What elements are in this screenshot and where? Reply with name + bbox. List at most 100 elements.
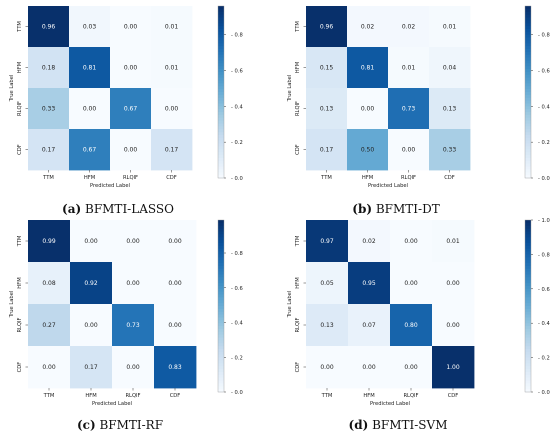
colorbar-segment	[525, 46, 531, 50]
colorbar-segment	[218, 317, 224, 321]
colorbar-frame	[217, 219, 225, 393]
colorbar-segment	[218, 254, 224, 258]
cell-value-label: 0.01	[446, 238, 460, 245]
colorbar-tick-label: - 1.0	[538, 218, 550, 224]
colorbar-tick-label: - 0.8	[231, 33, 243, 39]
y-tick-label: CDF	[17, 362, 23, 373]
colorbar-segment	[218, 49, 224, 53]
heatmap-cell	[348, 304, 391, 347]
heatmap-cell	[28, 6, 70, 48]
colorbar-segment	[525, 137, 531, 142]
colorbar-segment	[525, 117, 531, 122]
colorbar-segment	[525, 383, 531, 387]
colorbar-segment	[525, 234, 531, 238]
cell-value-label: 0.00	[126, 364, 140, 371]
cell-value-label: 0.02	[362, 238, 376, 245]
colorbar-segment	[525, 163, 531, 168]
colorbar-segment	[218, 86, 224, 90]
heatmap-cell	[388, 47, 430, 89]
x-tick-label: CDF	[444, 175, 455, 181]
colorbar-tick-label: - 0.2	[538, 140, 550, 146]
colorbar-segment	[525, 135, 531, 139]
colorbar-segment	[218, 383, 224, 387]
colorbar-segment	[525, 57, 531, 61]
panel-3: 0.99 0.00 0.00 0.00 0.08 0.92 0.00 0.00 0.27 0.00…	[9, 219, 243, 432]
colorbar-segment	[525, 146, 531, 150]
colorbar-tick-label: - 0.4	[231, 321, 243, 327]
colorbar-tick-label: - 0.4	[538, 104, 550, 110]
colorbar-segment	[218, 260, 224, 264]
colorbar-segment	[218, 137, 224, 142]
colorbar-segment	[525, 37, 531, 41]
panel-1: 0.96 0.03 0.00 0.01 0.18 0.81 0.00 0.01 0.33 0.00…	[9, 5, 243, 216]
colorbar-tick-label: - 0.6	[538, 287, 550, 293]
colorbar-tick-label: - 0.4	[538, 321, 550, 327]
panel-caption: (c) BFMTI-RF	[77, 418, 163, 432]
colorbar-tick-label: - 0.2	[231, 355, 243, 361]
x-tick-label: CDF	[166, 175, 177, 181]
heatmap-cell	[110, 6, 152, 48]
cell-value-label: 0.00	[126, 280, 140, 287]
colorbar-segment	[525, 157, 531, 162]
y-tick-label: RLQIF	[295, 317, 301, 332]
heatmap-cell	[390, 262, 433, 305]
heatmap-cell	[110, 47, 152, 89]
heatmap-cell	[306, 304, 349, 347]
colorbar-tick-label: - 0.2	[231, 140, 243, 146]
colorbar-segment	[525, 34, 531, 39]
colorbar-segment	[525, 97, 531, 102]
colorbar-tick-label: - 0.8	[231, 251, 243, 257]
colorbar-segment	[218, 251, 224, 255]
cell-value-label: 0.00	[404, 364, 418, 371]
cell-value-label: 0.01	[165, 65, 179, 72]
cell-value-label: 0.00	[124, 24, 138, 31]
heatmap-cell	[390, 346, 433, 389]
colorbar-segment	[218, 326, 224, 330]
cell-value-label: 0.81	[361, 65, 375, 72]
heatmap-cell	[112, 346, 155, 389]
cell-value-label: 0.50	[361, 147, 375, 154]
colorbar-segment	[218, 369, 224, 373]
heatmap-cell	[306, 6, 348, 48]
heatmap-cell	[112, 304, 155, 347]
colorbar-segment	[525, 248, 531, 253]
x-tick-label: HFM	[85, 393, 96, 399]
colorbar-segment	[525, 328, 531, 333]
cell-value-label: 0.00	[83, 106, 97, 113]
y-tick-label: TTM	[17, 21, 23, 33]
colorbar-segment	[218, 112, 224, 116]
colorbar-segment	[525, 129, 531, 133]
colorbar-segment	[525, 166, 531, 170]
colorbar-segment	[525, 140, 531, 145]
colorbar-segment	[525, 63, 531, 67]
colorbar-segment	[218, 303, 224, 307]
colorbar-segment	[525, 320, 531, 324]
colorbar-segment	[525, 71, 531, 76]
colorbar-segment	[525, 51, 531, 56]
colorbar-tick-label: - 0.8	[538, 33, 550, 39]
colorbar-segment	[525, 74, 531, 79]
colorbar-segment	[525, 231, 531, 235]
heatmap-cell	[70, 262, 113, 305]
heatmap-cell	[151, 47, 193, 89]
colorbar-segment	[525, 294, 531, 298]
x-tick-label: TTM	[43, 393, 55, 399]
heatmap-cell	[306, 262, 349, 305]
colorbar-segment	[218, 135, 224, 139]
colorbar-segment	[218, 23, 224, 27]
colorbar-segment	[525, 360, 531, 364]
colorbar-segment	[218, 357, 224, 361]
colorbar-segment	[525, 66, 531, 70]
colorbar-segment	[218, 117, 224, 122]
colorbar-segment	[218, 257, 224, 261]
colorbar-segment	[218, 334, 224, 339]
colorbar-segment	[525, 288, 531, 293]
colorbar-segment	[525, 175, 531, 179]
x-tick-label: TTM	[320, 175, 332, 181]
panel-caption: (a) BFMTI-LASSO	[62, 202, 174, 216]
colorbar-segment	[218, 8, 224, 13]
colorbar-segment	[525, 311, 531, 316]
y-tick-label: TTM	[17, 236, 23, 248]
heatmap-cell	[306, 129, 348, 171]
